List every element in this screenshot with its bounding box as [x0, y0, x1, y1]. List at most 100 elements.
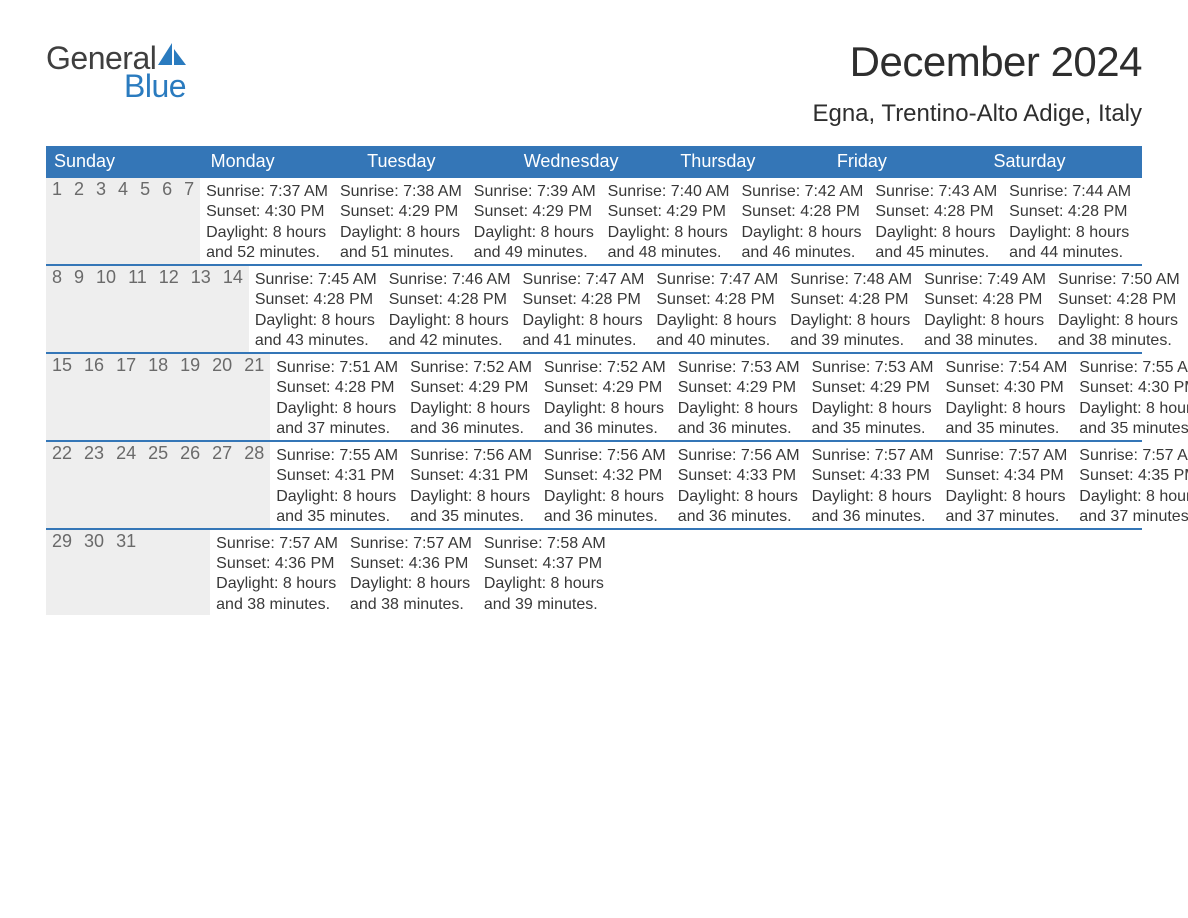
day-cell — [628, 530, 644, 616]
sunset-line: Sunset: 4:34 PM — [945, 466, 1067, 486]
day-number: 16 — [78, 354, 110, 440]
daylight-line-2: and 51 minutes. — [340, 243, 462, 263]
day-number: 4 — [112, 178, 134, 264]
sunrise-line: Sunrise: 7:51 AM — [276, 358, 398, 378]
daylight-line-1: Daylight: 8 hours — [276, 487, 398, 507]
day-number: 26 — [174, 442, 206, 528]
sunset-line: Sunset: 4:29 PM — [608, 202, 730, 222]
day-cell — [645, 530, 661, 616]
day-cell: Sunrise: 7:58 AMSunset: 4:37 PMDaylight:… — [478, 530, 612, 616]
daylight-line-2: and 36 minutes. — [544, 419, 666, 439]
daylight-line-2: and 46 minutes. — [741, 243, 863, 263]
daylight-line-1: Daylight: 8 hours — [544, 399, 666, 419]
day-cell: Sunrise: 7:50 AMSunset: 4:28 PMDaylight:… — [1052, 266, 1186, 352]
daylight-line-1: Daylight: 8 hours — [656, 311, 778, 331]
sunset-line: Sunset: 4:28 PM — [389, 290, 511, 310]
daylight-line-2: and 38 minutes. — [350, 595, 472, 615]
day-cell: Sunrise: 7:37 AMSunset: 4:30 PMDaylight:… — [200, 178, 334, 264]
sunrise-line: Sunrise: 7:52 AM — [410, 358, 532, 378]
day-cell: Sunrise: 7:57 AMSunset: 4:36 PMDaylight:… — [210, 530, 344, 616]
sunrise-line: Sunrise: 7:37 AM — [206, 182, 328, 202]
sunset-line: Sunset: 4:28 PM — [875, 202, 997, 222]
daylight-line-2: and 36 minutes. — [678, 507, 800, 527]
day-number: 23 — [78, 442, 110, 528]
day-number: 12 — [153, 266, 185, 352]
day-number: 15 — [46, 354, 78, 440]
day-cell: Sunrise: 7:54 AMSunset: 4:30 PMDaylight:… — [939, 354, 1073, 440]
day-cell: Sunrise: 7:38 AMSunset: 4:29 PMDaylight:… — [334, 178, 468, 264]
week-row: 22232425262728Sunrise: 7:55 AMSunset: 4:… — [46, 440, 1142, 528]
sunrise-line: Sunrise: 7:49 AM — [924, 270, 1046, 290]
daynum-row: 22232425262728 — [46, 442, 270, 528]
daylight-line-1: Daylight: 8 hours — [945, 487, 1067, 507]
daylight-line-2: and 38 minutes. — [924, 331, 1046, 351]
day-cell: Sunrise: 7:43 AMSunset: 4:28 PMDaylight:… — [869, 178, 1003, 264]
sunset-line: Sunset: 4:29 PM — [340, 202, 462, 222]
day-cell: Sunrise: 7:48 AMSunset: 4:28 PMDaylight:… — [784, 266, 918, 352]
sunrise-line: Sunrise: 7:44 AM — [1009, 182, 1131, 202]
sail-icon — [158, 38, 186, 70]
daycontent-row: Sunrise: 7:45 AMSunset: 4:28 PMDaylight:… — [249, 266, 1186, 352]
daylight-line-1: Daylight: 8 hours — [410, 399, 532, 419]
week-row: 293031....Sunrise: 7:57 AMSunset: 4:36 P… — [46, 528, 1142, 616]
day-cell: Sunrise: 7:56 AMSunset: 4:33 PMDaylight:… — [672, 442, 806, 528]
sunset-line: Sunset: 4:28 PM — [924, 290, 1046, 310]
sunrise-line: Sunrise: 7:53 AM — [678, 358, 800, 378]
daylight-line-2: and 42 minutes. — [389, 331, 511, 351]
daylight-line-2: and 37 minutes. — [276, 419, 398, 439]
daycontent-row: Sunrise: 7:55 AM Sunset: 4:31 PM Daylight:… — [270, 442, 1188, 528]
day-number: 30 — [78, 530, 110, 616]
daylight-line-2: and 49 minutes. — [474, 243, 596, 263]
day-cell: Sunrise: 7:55 AMSunset: 4:31 PMDaylight:… — [270, 442, 404, 528]
day-cell: Sunrise: 7:44 AMSunset: 4:28 PMDaylight:… — [1003, 178, 1137, 264]
day-cell: Sunrise: 7:52 AMSunset: 4:29 PMDaylight:… — [538, 354, 672, 440]
day-cell: Sunrise: 7:57 AMSunset: 4:33 PMDaylight:… — [806, 442, 940, 528]
sunset-line: Sunset: 4:28 PM — [1009, 202, 1131, 222]
sunset-line: Sunset: 4:29 PM — [812, 378, 934, 398]
calendar: SundayMondayTuesdayWednesdayThursdayFrid… — [46, 146, 1142, 615]
sunset-line: Sunset: 4:30 PM — [945, 378, 1067, 398]
daylight-line-1: Daylight: 8 hours — [255, 311, 377, 331]
day-cell: Sunrise: 7:52 AMSunset: 4:29 PMDaylight:… — [404, 354, 538, 440]
day-cell: Sunrise: 7:56 AMSunset: 4:31 PMDaylight:… — [404, 442, 538, 528]
daylight-line-1: Daylight: 8 hours — [812, 399, 934, 419]
week-row: 15161718192021Sunrise: 7:51 AMSunset: 4:… — [46, 352, 1142, 440]
day-cell: Sunrise: 7:47 AMSunset: 4:28 PMDaylight:… — [650, 266, 784, 352]
daylight-line-1: Daylight: 8 hours — [276, 399, 398, 419]
sunset-line: Sunset: 4:28 PM — [523, 290, 645, 310]
daylight-line-2: and 52 minutes. — [206, 243, 328, 263]
daylight-line-2: and 35 minutes. — [812, 419, 934, 439]
day-cell: Sunrise: 7:49 AMSunset: 4:28 PMDaylight:… — [918, 266, 1052, 352]
daylight-line-2: and 35 minutes. — [945, 419, 1067, 439]
sunrise-line: Sunrise: 7:56 AM — [544, 446, 666, 466]
daylight-line-1: Daylight: 8 hours — [1079, 399, 1188, 419]
sunset-line: Sunset: 4:28 PM — [741, 202, 863, 222]
daynum-row: 891011121314 — [46, 266, 249, 352]
day-cell: Sunrise: 7:39 AMSunset: 4:29 PMDaylight:… — [468, 178, 602, 264]
day-cell: Sunrise: 7:46 AMSunset: 4:28 PMDaylight:… — [383, 266, 517, 352]
daylight-line-1: Daylight: 8 hours — [790, 311, 912, 331]
sunset-line: Sunset: 4:32 PM — [544, 466, 666, 486]
day-number: 18 — [142, 354, 174, 440]
sunrise-line: Sunrise: 7:56 AM — [678, 446, 800, 466]
sunset-line: Sunset: 4:29 PM — [544, 378, 666, 398]
sunrise-line: Sunrise: 7:48 AM — [790, 270, 912, 290]
day-number: 6 — [156, 178, 178, 264]
sunset-line: Sunset: 4:31 PM — [410, 466, 532, 486]
daylight-line-2: and 35 minutes. — [1079, 419, 1188, 439]
daylight-line-2: and 35 minutes. — [410, 507, 532, 527]
sunrise-line: Sunrise: 7:57 AM — [350, 534, 472, 554]
sunrise-line: Sunrise: 7:39 AM — [474, 182, 596, 202]
daylight-line-1: Daylight: 8 hours — [678, 399, 800, 419]
day-cell: Sunrise: 7:53 AMSunset: 4:29 PMDaylight:… — [806, 354, 940, 440]
day-cell — [661, 530, 677, 616]
day-header-row: SundayMondayTuesdayWednesdayThursdayFrid… — [46, 146, 1142, 178]
day-number: 19 — [174, 354, 206, 440]
day-number: 11 — [122, 266, 153, 352]
daylight-line-2: and 48 minutes. — [608, 243, 730, 263]
daylight-line-1: Daylight: 8 hours — [206, 223, 328, 243]
sunset-line: Sunset: 4:28 PM — [255, 290, 377, 310]
weeks-container: 1234567Sunrise: 7:37 AMSunset: 4:30 PMDa… — [46, 178, 1142, 615]
sunrise-line: Sunrise: 7:54 AM — [945, 358, 1067, 378]
sunrise-line: Sunrise: 7:55 AM — [276, 446, 398, 466]
